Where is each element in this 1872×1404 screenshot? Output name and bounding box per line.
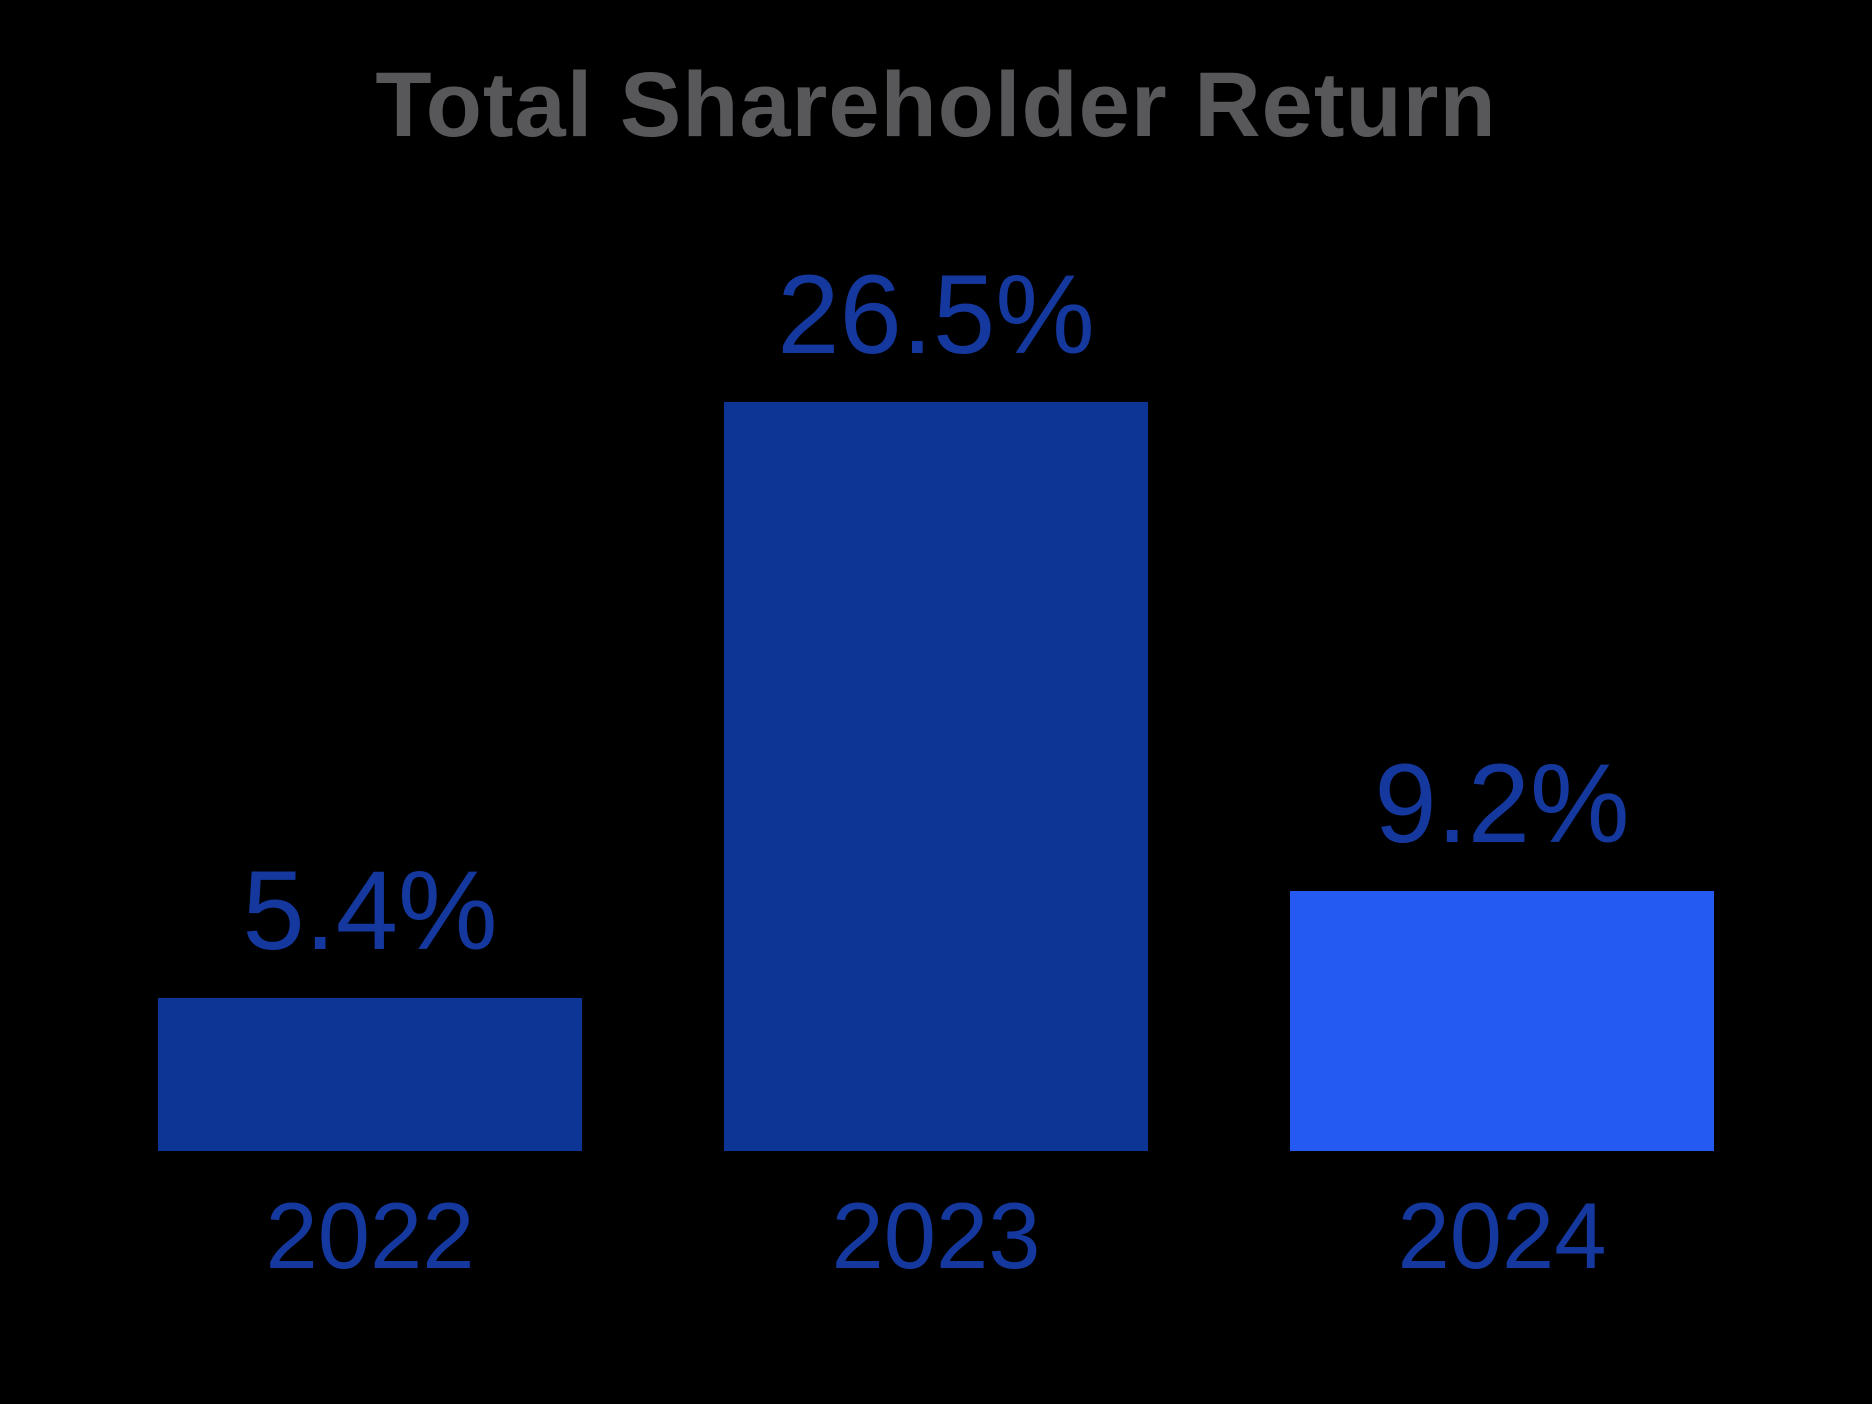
bar-group-2024: 9.2% [1290,742,1714,1151]
bar-group-2022: 5.4% [158,849,582,1151]
value-label-2024: 9.2% [1374,740,1630,866]
bar-group-2023: 26.5% [724,253,1148,1151]
bar-2024 [1290,891,1714,1151]
value-label-2022: 5.4% [242,847,498,973]
value-label-2023: 26.5% [777,251,1095,377]
x-axis-labels: 2022 2023 2024 [0,1182,1872,1290]
plot-area: 5.4% 26.5% 9.2% [158,253,1714,1151]
x-tick-label-2023: 2023 [831,1183,1041,1288]
x-tick-label-2022: 2022 [265,1183,475,1288]
x-tick-label-2024: 2024 [1397,1183,1607,1288]
bar-2022 [158,998,582,1151]
chart-title: Total Shareholder Return [375,54,1497,156]
bar-2023 [724,402,1148,1151]
